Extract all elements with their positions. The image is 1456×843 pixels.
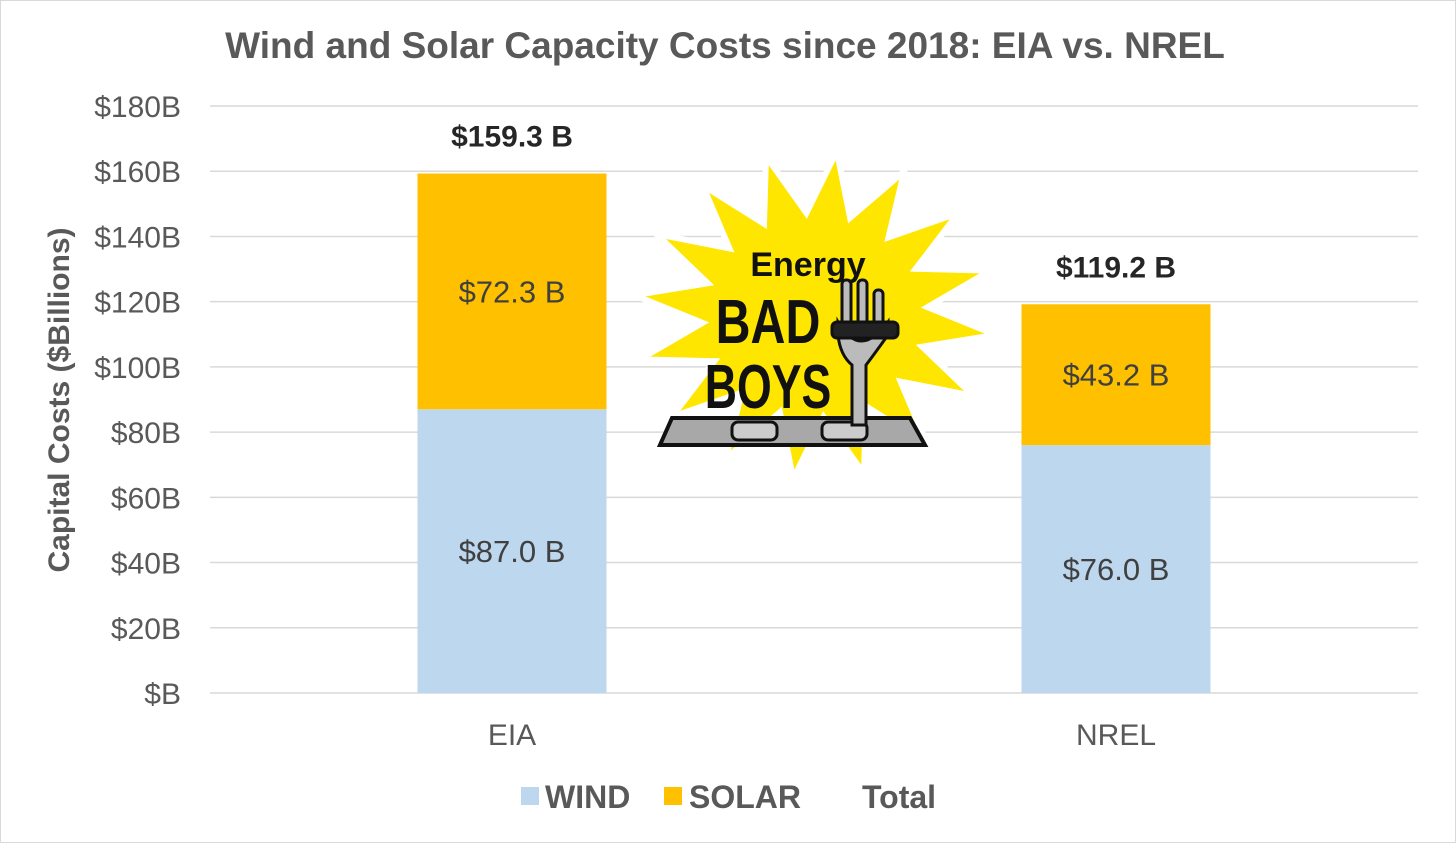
fork-icon bbox=[830, 278, 900, 427]
y-axis-label: Capital Costs ($Billions) bbox=[43, 227, 76, 572]
y-tick-label: $140B bbox=[94, 221, 181, 254]
y-tick-label: $100B bbox=[94, 352, 181, 385]
x-tick-labels: EIA NREL bbox=[488, 719, 1156, 752]
legend-label-wind: WIND bbox=[545, 779, 630, 815]
bar-solar-eia bbox=[417, 173, 607, 410]
outlet-plate bbox=[656, 416, 929, 447]
y-tick-label: $20B bbox=[111, 613, 181, 646]
data-label-total: $119.2 B bbox=[1056, 251, 1176, 284]
y-tick-label: $B bbox=[144, 678, 181, 711]
bar-wind-nrel bbox=[1021, 445, 1211, 693]
outlet-socket bbox=[730, 420, 779, 442]
logo-text: Energy bbox=[750, 246, 865, 284]
x-tick-label: NREL bbox=[1076, 719, 1156, 752]
y-tick-label: $80B bbox=[111, 417, 181, 450]
data-label-wind: $76.0 B bbox=[1063, 552, 1170, 587]
y-tick-labels: $B $20B $40B $60B $80B $100B $120B $140B $160B $1… bbox=[94, 91, 181, 711]
legend-label-solar: SOLAR bbox=[689, 779, 801, 815]
bar-wind-eia bbox=[417, 409, 607, 693]
y-tick-label: $120B bbox=[94, 287, 181, 320]
starburst-shape bbox=[623, 141, 1007, 489]
data-label-solar: $43.2 B bbox=[1063, 358, 1170, 393]
data-labels: $87.0 B $72.3 B $159.3 B $76.0 B $43.2 B $119… bbox=[451, 121, 1176, 588]
y-tick-label: $160B bbox=[94, 156, 181, 189]
legend-swatch-wind bbox=[521, 787, 539, 805]
legend: WIND SOLAR Total bbox=[521, 779, 936, 815]
bar-solar-nrel bbox=[1021, 304, 1211, 446]
logo-text: BAD bbox=[716, 287, 821, 356]
gridlines bbox=[210, 105, 1418, 694]
y-tick-label: $40B bbox=[111, 548, 181, 581]
logo-text: BOYS bbox=[705, 353, 832, 422]
data-label-total: $159.3 B bbox=[451, 121, 573, 154]
energy-bad-boys-logo: Energy BAD BOYS bbox=[623, 141, 1007, 489]
x-tick-label: EIA bbox=[488, 719, 536, 752]
chart-title: Wind and Solar Capacity Costs since 2018… bbox=[225, 25, 1225, 66]
legend-swatch-solar bbox=[664, 787, 682, 805]
y-tick-label: $180B bbox=[94, 91, 181, 124]
legend-label-total: Total bbox=[862, 779, 936, 815]
data-label-solar: $72.3 B bbox=[459, 274, 566, 309]
y-tick-label: $60B bbox=[111, 482, 181, 515]
bars bbox=[417, 173, 1211, 693]
data-label-wind: $87.0 B bbox=[459, 534, 566, 569]
